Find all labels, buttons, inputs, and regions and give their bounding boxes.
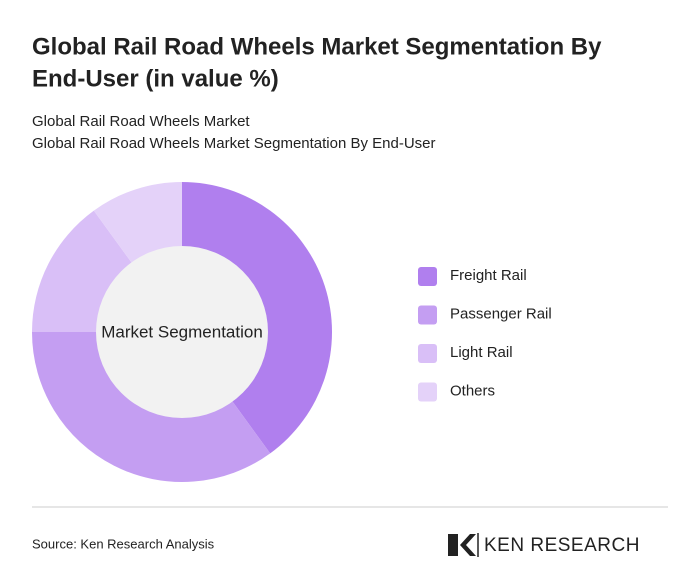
logo-icon bbox=[448, 534, 476, 556]
donut-hole bbox=[96, 246, 268, 418]
subtitle: Global Rail Road Wheels Market bbox=[32, 113, 250, 130]
center-label: Market Segmentation bbox=[101, 322, 263, 341]
legend-label: Freight Rail bbox=[450, 267, 527, 284]
chart-title: End-User (in value %) bbox=[32, 65, 279, 92]
legend-swatch bbox=[418, 267, 437, 286]
legend-label: Light Rail bbox=[450, 344, 513, 361]
chart-title: Global Rail Road Wheels Market Segmentat… bbox=[32, 33, 602, 60]
legend: Freight Rail Passenger Rail Light Rail Othe… bbox=[418, 267, 552, 402]
subtitle: Global Rail Road Wheels Market Segmentat… bbox=[32, 135, 436, 152]
legend-swatch bbox=[418, 382, 437, 402]
logo: KEN RESEARCH bbox=[448, 533, 640, 557]
legend-label: Others bbox=[450, 382, 495, 399]
source: Source: Ken Research Analysis bbox=[32, 536, 215, 551]
legend-swatch bbox=[418, 305, 437, 325]
legend-swatch bbox=[418, 344, 437, 363]
legend-label: Passenger Rail bbox=[450, 305, 552, 322]
brand: KEN RESEARCH bbox=[484, 535, 640, 556]
